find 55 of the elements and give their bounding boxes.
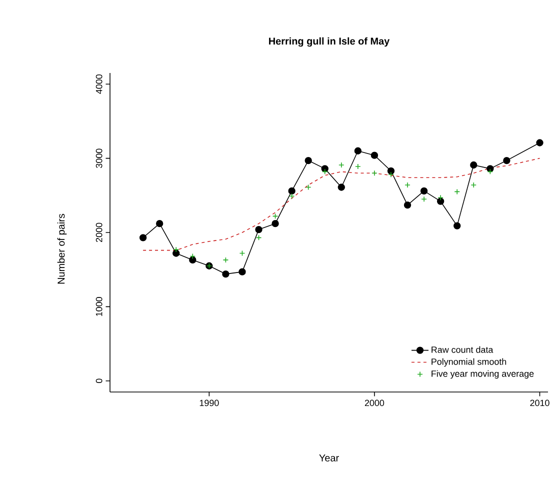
point — [156, 220, 164, 228]
point — [173, 246, 180, 252]
point — [288, 187, 296, 195]
y-tick-label: 3000 — [96, 148, 102, 168]
point — [370, 152, 378, 159]
point — [420, 187, 428, 195]
point — [421, 196, 427, 202]
point — [139, 234, 147, 242]
point — [305, 184, 312, 190]
point — [190, 253, 196, 260]
y-tick-label: 1000 — [96, 297, 102, 316]
point — [272, 213, 278, 220]
point — [189, 256, 196, 264]
point — [238, 268, 246, 276]
point — [388, 172, 394, 178]
point — [436, 198, 444, 205]
x-tick-label: 2010 — [530, 400, 550, 406]
point — [372, 170, 378, 176]
y-tick-label: 4000 — [96, 74, 102, 94]
point — [338, 162, 344, 168]
point — [222, 257, 229, 263]
point — [256, 234, 262, 241]
x-tick-label: 1990 — [200, 400, 219, 406]
y-axis-title: Number of pairs — [57, 214, 67, 284]
point — [355, 164, 361, 170]
point — [454, 188, 460, 195]
legend-label: Five year moving average — [432, 370, 534, 379]
x-axis-title: Year — [319, 454, 339, 462]
point — [438, 194, 444, 201]
point — [387, 167, 395, 175]
point — [172, 250, 180, 257]
point — [255, 226, 262, 234]
y-tick-label: 2000 — [96, 222, 102, 242]
point — [404, 201, 412, 209]
point — [288, 193, 295, 200]
point — [470, 182, 477, 188]
x-tick-label: 2000 — [364, 400, 384, 406]
chart-title: Herring gull in Isle of May — [269, 37, 390, 47]
point — [322, 168, 328, 175]
point — [503, 156, 510, 164]
point — [486, 165, 494, 172]
point — [272, 220, 279, 228]
point — [470, 161, 478, 169]
point — [304, 156, 312, 164]
point — [487, 168, 494, 175]
point — [222, 270, 230, 278]
point — [536, 139, 544, 146]
point — [454, 222, 461, 230]
point — [338, 184, 345, 191]
legend-label: Raw count data — [432, 346, 494, 353]
y-tick-label: 0 — [96, 378, 102, 384]
point — [354, 147, 362, 154]
point — [239, 250, 246, 256]
point — [404, 182, 410, 188]
legend-label: Polynomial smooth — [432, 358, 506, 367]
